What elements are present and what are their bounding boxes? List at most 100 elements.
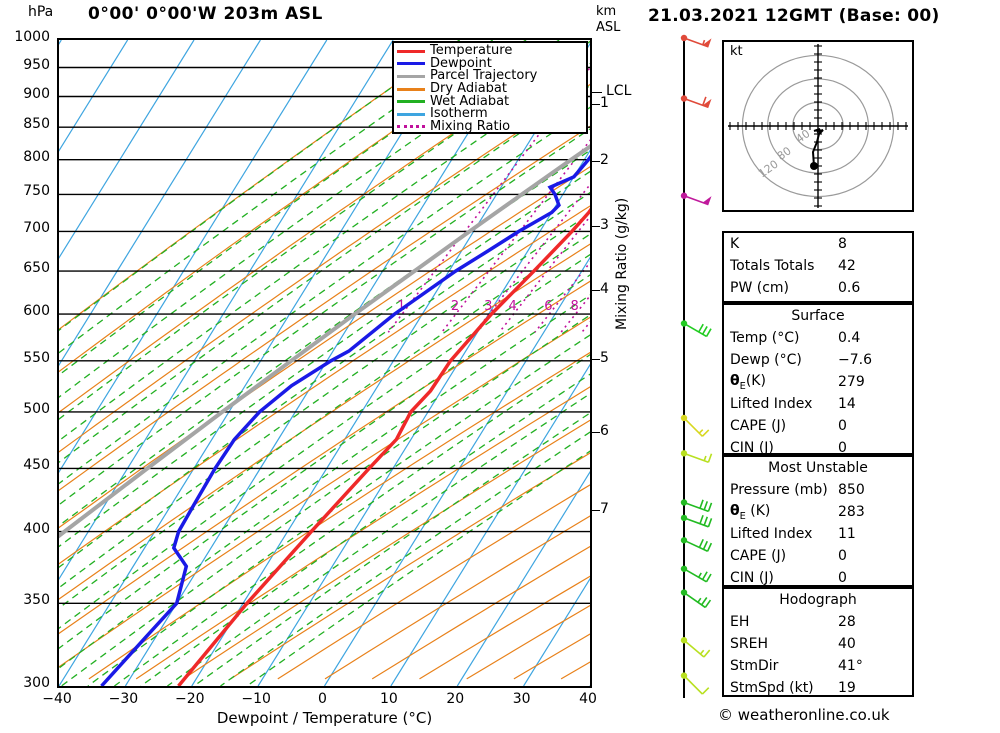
table-row: θE (K) 283 xyxy=(724,501,912,523)
legend-swatch-icon xyxy=(397,49,425,53)
table-row: Totals Totals 42 xyxy=(724,255,912,277)
wind-barb xyxy=(680,514,713,528)
lcl-tick-mark xyxy=(592,91,602,93)
wind-barb xyxy=(680,192,712,206)
table-row-value: −7.6 xyxy=(838,352,872,368)
altitude-tick-label: 2 xyxy=(600,152,609,169)
table-row-value: 283 xyxy=(838,504,865,520)
temperature-tick-label: 20 xyxy=(446,691,465,707)
wet-adiabat-line xyxy=(59,40,527,376)
table-row-value: 850 xyxy=(838,482,865,498)
altitude-tick-label: 7 xyxy=(600,500,609,517)
table-row: CAPE (J) 0 xyxy=(724,415,912,437)
legend-swatch-icon xyxy=(397,100,425,104)
isotherm-line xyxy=(390,363,590,686)
wet-adiabat-line xyxy=(193,412,590,686)
altitude-tick-label: 3 xyxy=(600,216,609,233)
dry-adiabat-line xyxy=(135,386,590,680)
table-row: Lifted Index 14 xyxy=(724,393,912,415)
wind-barb-column xyxy=(680,34,713,698)
legend-label: Parcel Trajectory xyxy=(430,68,538,84)
dry-adiabat-line xyxy=(183,419,590,680)
wet-adiabat-line xyxy=(246,450,590,686)
wind-barb xyxy=(680,34,712,48)
table-row-key: Lifted Index xyxy=(730,396,813,412)
isotherm-line xyxy=(523,577,590,686)
temperature-tick-label: −20 xyxy=(174,691,205,707)
table-row: Temp (°C) 0.4 xyxy=(724,327,912,349)
pressure-tick-label: 800 xyxy=(23,148,50,165)
wind-barb xyxy=(680,537,713,553)
table-heading: Surface xyxy=(791,308,845,324)
legend-swatch-icon xyxy=(397,74,425,78)
mixing-ratio-label: 2 xyxy=(451,299,459,314)
table-row-key: Pressure (mb) xyxy=(730,482,828,498)
pressure-tick-label: 900 xyxy=(23,85,50,102)
table-row-value: 0 xyxy=(838,440,847,456)
legend: Temperature Dewpoint Parcel Trajectory Dry … xyxy=(392,41,588,134)
table-row: CAPE (J) 0 xyxy=(724,545,912,567)
altitude-tick-label: 4 xyxy=(600,281,609,298)
legend-item: Mixing Ratio xyxy=(397,120,583,134)
temperature-tick-label: 40 xyxy=(579,691,597,707)
surface-table: Surface Temp (°C) 0.4 Dewp (°C) −7.6 θE(K) 279… xyxy=(722,303,914,456)
altitude-tick-mark xyxy=(592,103,600,105)
altitude-tick-mark xyxy=(592,431,600,433)
altitude-tick-mark xyxy=(592,225,600,227)
dry-adiabat-line xyxy=(419,575,590,680)
legend-item: Parcel Trajectory xyxy=(397,68,583,84)
table-row: Dewp (°C) −7.6 xyxy=(724,349,912,371)
most-unstable-table: Most Unstable Pressure (mb) 850 θE (K) 283 Li… xyxy=(722,455,914,587)
legend-swatch-icon xyxy=(397,62,425,66)
wet-adiabat-line xyxy=(167,392,590,686)
legend-label: Dewpoint xyxy=(430,55,492,71)
table-row-value: 0 xyxy=(838,418,847,434)
table-heading: Hodograph xyxy=(779,592,857,608)
table-row: EH 28 xyxy=(724,611,912,633)
table-row: θE(K) 279 xyxy=(724,371,912,393)
table-row-value: 8 xyxy=(838,236,847,252)
legend-label: Dry Adiabat xyxy=(430,81,507,97)
pressure-tick-label: 300 xyxy=(23,675,50,691)
legend-label: Temperature xyxy=(430,43,513,59)
table-row-key: θE(K) xyxy=(730,372,766,392)
table-row: Pressure (mb) 850 xyxy=(724,479,912,501)
hodograph-unit-label: kt xyxy=(730,44,743,59)
wind-barb xyxy=(680,637,711,658)
table-row-key: Lifted Index xyxy=(730,526,813,542)
sounding-curve-dewpoint xyxy=(100,154,590,686)
table-row-key: CIN (J) xyxy=(730,440,774,456)
table-row-value: 19 xyxy=(838,680,856,696)
dry-adiabat-line xyxy=(88,351,590,680)
table-row: SREH 40 xyxy=(724,633,912,655)
dry-adiabat-line xyxy=(59,125,590,491)
skewt-plot: 1 2 3 4 6 8 xyxy=(57,38,592,688)
dry-adiabat-line xyxy=(277,484,590,680)
hodograph-panel: 40 80 120 xyxy=(722,40,914,212)
table-row-value: 279 xyxy=(838,374,865,390)
table-row-key: CAPE (J) xyxy=(730,548,787,564)
pressure-unit-label: hPa xyxy=(28,4,54,20)
wind-barb xyxy=(680,672,710,695)
table-row: PW (cm) 0.6 xyxy=(724,277,912,299)
table-heading: Most Unstable xyxy=(768,460,868,476)
table-row-key: PW (cm) xyxy=(730,280,789,296)
table-row-value: 28 xyxy=(838,614,856,630)
table-row-key: CIN (J) xyxy=(730,570,774,586)
hodograph-trace xyxy=(811,128,824,167)
altitude-tick-mark xyxy=(592,509,600,511)
hodograph-storm-motion-marker xyxy=(810,162,818,170)
pressure-tick-label: 700 xyxy=(23,220,50,237)
legend-swatch-icon xyxy=(397,87,425,91)
wind-barb xyxy=(680,499,713,513)
wet-adiabat-line xyxy=(59,294,590,669)
wind-barb xyxy=(680,95,712,109)
table-row-key: Temp (°C) xyxy=(730,330,800,346)
wind-barb xyxy=(680,565,712,583)
pressure-tick-label: 400 xyxy=(23,520,50,537)
mixing-ratio-label: 1 xyxy=(397,299,405,314)
mixing-ratio-label: 6 xyxy=(544,299,552,314)
legend-item: Wet Adiabat xyxy=(397,95,583,108)
